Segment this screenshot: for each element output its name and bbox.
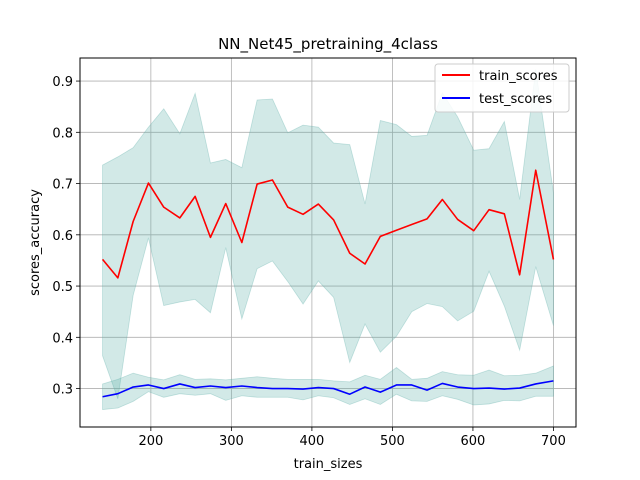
y-tick-label: 0.3 — [52, 383, 73, 398]
plot-area-frame — [79, 57, 577, 428]
y-tick-label: 0.4 — [52, 331, 73, 346]
y-tick-label: 0.6 — [52, 229, 73, 244]
legend: train_scores test_scores — [434, 63, 570, 113]
train-scores-std-band — [102, 69, 554, 399]
x-tick-label: 300 — [219, 434, 244, 449]
y-tick-label: 0.8 — [52, 126, 73, 141]
chart-title: NN_Net45_pretraining_4class — [218, 35, 438, 54]
y-tick-label: 0.5 — [52, 280, 73, 295]
x-tick-label: 500 — [380, 434, 405, 449]
y-tick-label: 0.9 — [52, 75, 73, 90]
y-axis-label: scores_accuracy — [28, 189, 43, 296]
legend-label-train-scores: train_scores — [479, 69, 558, 84]
x-tick-label: 700 — [541, 434, 566, 449]
series-lines — [101, 169, 555, 398]
x-tick-label: 600 — [461, 434, 486, 449]
x-axis-label: train_sizes — [294, 457, 363, 472]
plot-area-background — [80, 58, 576, 427]
train-scores-line — [101, 169, 555, 279]
x-tick-label: 200 — [138, 434, 163, 449]
x-tick-label: 400 — [299, 434, 324, 449]
axis-ticks: 200 300 400 500 600 700 0.3 0.4 0.5 0.6 0.7 0.8 0.9 — [52, 75, 566, 449]
legend-label-test-scores: test_scores — [479, 92, 552, 107]
y-tick-label: 0.7 — [52, 178, 73, 193]
test-scores-line — [102, 380, 554, 398]
